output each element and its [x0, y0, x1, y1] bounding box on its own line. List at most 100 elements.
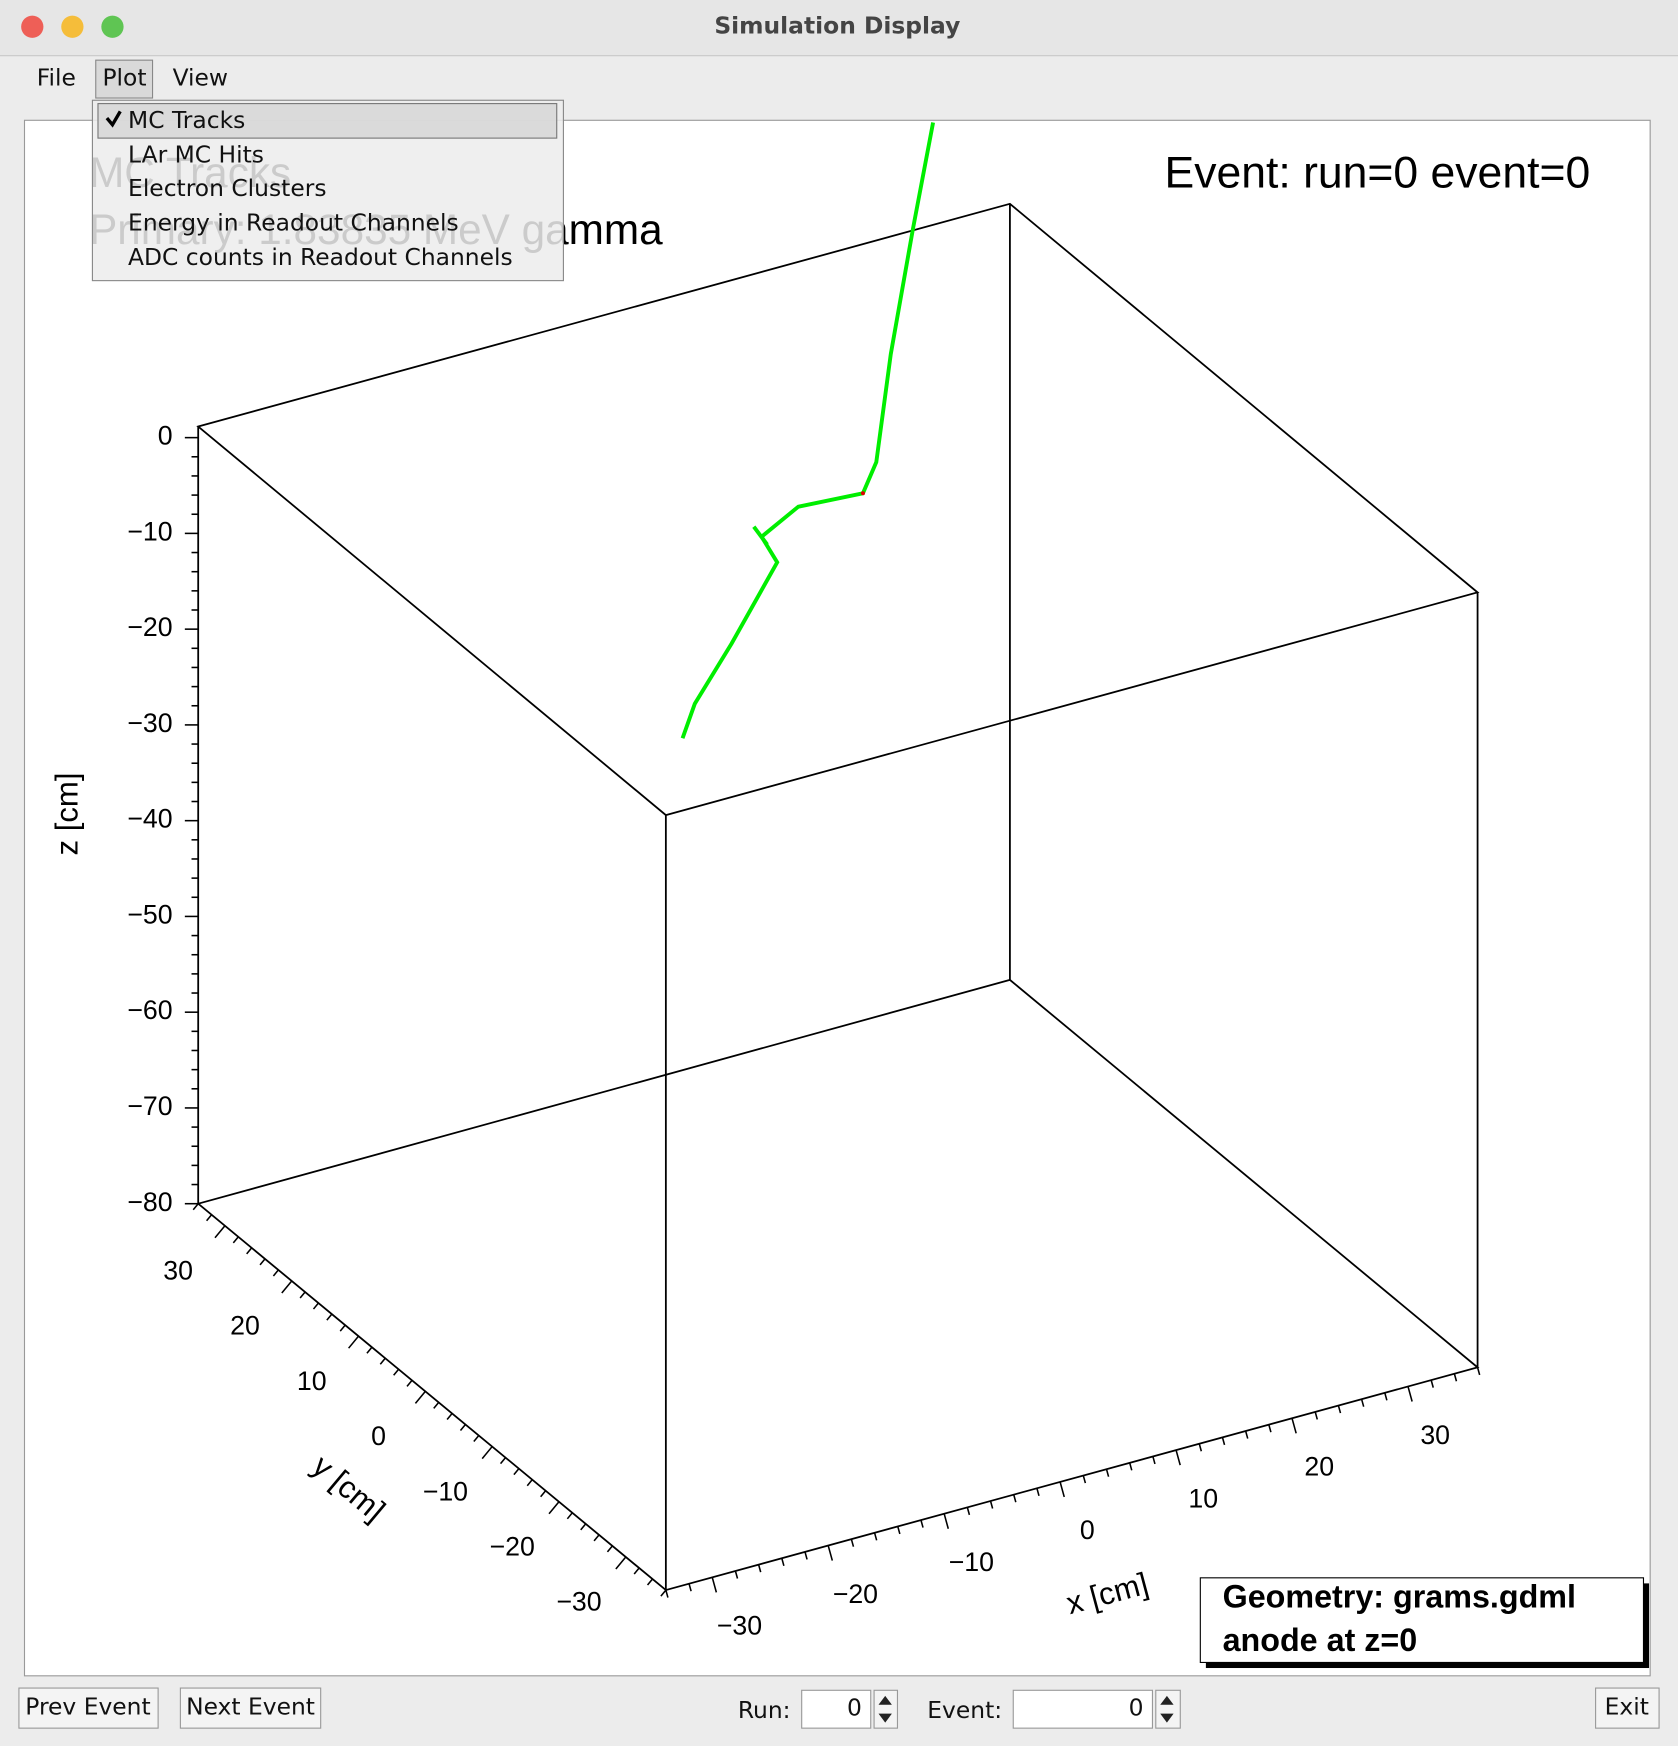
y-tick-label: 30 [163, 1256, 193, 1286]
tick-mark [1360, 1398, 1365, 1407]
minimize-button[interactable] [61, 15, 84, 38]
exit-button[interactable] [1595, 1687, 1660, 1729]
z-axis-label: z [cm] [49, 772, 84, 855]
prev-button[interactable] [18, 1687, 159, 1729]
x-tick-label: 10 [1188, 1483, 1218, 1513]
tick-mark [499, 1457, 507, 1465]
exit-button-label[interactable]: Exit [1605, 1693, 1649, 1721]
tick-mark [192, 1203, 199, 1211]
mc-track-branch [752, 525, 769, 546]
x-tick-label: −20 [833, 1579, 878, 1609]
tick-mark [366, 1346, 373, 1354]
menu-item[interactable]: File [37, 64, 76, 92]
dropdown-item[interactable]: MC Tracks [128, 106, 245, 134]
tick-mark [1476, 1367, 1481, 1376]
tick-mark [540, 1490, 547, 1498]
run-spinner[interactable] [873, 1689, 899, 1729]
z-tick-label: −10 [127, 516, 172, 546]
tick-mark [827, 1545, 834, 1561]
tick-mark [606, 1545, 614, 1553]
tick-mark [259, 1258, 266, 1266]
tick-mark [414, 1390, 426, 1404]
tick-mark [433, 1401, 440, 1409]
tick-mark [339, 1324, 346, 1332]
menu-item-active [95, 59, 154, 99]
dropdown-item[interactable]: Electron Clusters [128, 174, 326, 202]
tick-mark [566, 1512, 573, 1520]
z-tick-label: −80 [127, 1187, 172, 1217]
event-label: Event: run=0 event=0 [1165, 149, 1591, 198]
x-tick-label: −30 [717, 1611, 762, 1641]
tick-mark [1221, 1437, 1226, 1446]
tick-mark [1244, 1430, 1249, 1439]
tick-mark [1337, 1405, 1342, 1414]
tick-mark [299, 1291, 306, 1299]
run-field[interactable] [801, 1689, 872, 1729]
menu-item[interactable]: Plot [102, 64, 146, 92]
tick-mark [897, 1526, 901, 1535]
x-tick-label: 0 [1080, 1515, 1095, 1545]
tick-mark [348, 1335, 360, 1349]
tick-mark [873, 1532, 878, 1541]
geometry-box [1199, 1577, 1645, 1664]
z-tick-label: −20 [127, 612, 172, 642]
tick-mark [1453, 1373, 1458, 1382]
geometry-text: Geometry: grams.gdml [1223, 1579, 1576, 1615]
tick-mark [1012, 1494, 1017, 1503]
tick-mark [1198, 1443, 1203, 1452]
z-tick-label: 0 [158, 421, 173, 451]
tick-mark [804, 1551, 808, 1560]
dropdown-item[interactable]: Energy in Readout Channels [128, 208, 459, 236]
close-button[interactable] [21, 15, 44, 38]
tick-mark [850, 1538, 855, 1547]
tick-mark [1407, 1386, 1413, 1402]
event-spinner[interactable] [1155, 1689, 1181, 1729]
y-tick-label: −10 [423, 1476, 468, 1506]
tick-mark [312, 1302, 320, 1310]
y-tick-label: 10 [297, 1366, 327, 1396]
title-bar [0, 0, 1678, 56]
event-value[interactable]: 0 [1129, 1694, 1144, 1722]
tick-mark [232, 1236, 239, 1244]
tick-mark [1152, 1456, 1156, 1465]
y-tick-label: 0 [371, 1421, 386, 1451]
tick-mark [1105, 1468, 1110, 1477]
tick-mark [281, 1280, 293, 1294]
tick-mark [633, 1567, 640, 1575]
tick-mark [580, 1523, 587, 1531]
tick-mark [688, 1583, 692, 1592]
event-field[interactable] [1012, 1689, 1153, 1729]
tick-mark [1268, 1424, 1272, 1433]
tick-mark [379, 1357, 386, 1365]
dropdown-item[interactable]: LAr MC Hits [128, 140, 264, 168]
zoom-button[interactable] [101, 15, 124, 38]
tick-mark [593, 1534, 600, 1542]
tick-mark [272, 1269, 279, 1277]
run-label: Run: [738, 1696, 791, 1724]
tick-mark [966, 1507, 971, 1516]
tick-mark [446, 1412, 453, 1420]
tick-mark [459, 1423, 467, 1431]
next-button-label[interactable]: Next Event [186, 1693, 315, 1721]
tick-mark [615, 1556, 627, 1570]
next-button[interactable] [179, 1687, 322, 1729]
canvas [23, 119, 1651, 1677]
window-title: Simulation Display [714, 11, 960, 39]
tick-mark [214, 1225, 226, 1239]
run-value[interactable]: 0 [847, 1694, 862, 1722]
plot-dropdown: MC Tracks LAr MC Hits Electron Clusters … [91, 99, 564, 282]
tick-mark [660, 1589, 667, 1597]
prev-button-label[interactable]: Prev Event [25, 1693, 150, 1721]
spinner-arrows [878, 1695, 892, 1723]
tick-mark [1430, 1379, 1435, 1388]
tick-mark [246, 1247, 253, 1255]
z-tick-label: −70 [127, 1091, 172, 1121]
dropdown-item[interactable]: ADC counts in Readout Channels [128, 243, 513, 271]
tick-mark [406, 1379, 413, 1387]
tick-mark [1384, 1392, 1388, 1401]
x-tick-label: 20 [1304, 1452, 1334, 1482]
tick-mark [1314, 1411, 1319, 1420]
menu-item[interactable]: View [173, 64, 228, 92]
x-tick-label: −10 [949, 1547, 994, 1577]
